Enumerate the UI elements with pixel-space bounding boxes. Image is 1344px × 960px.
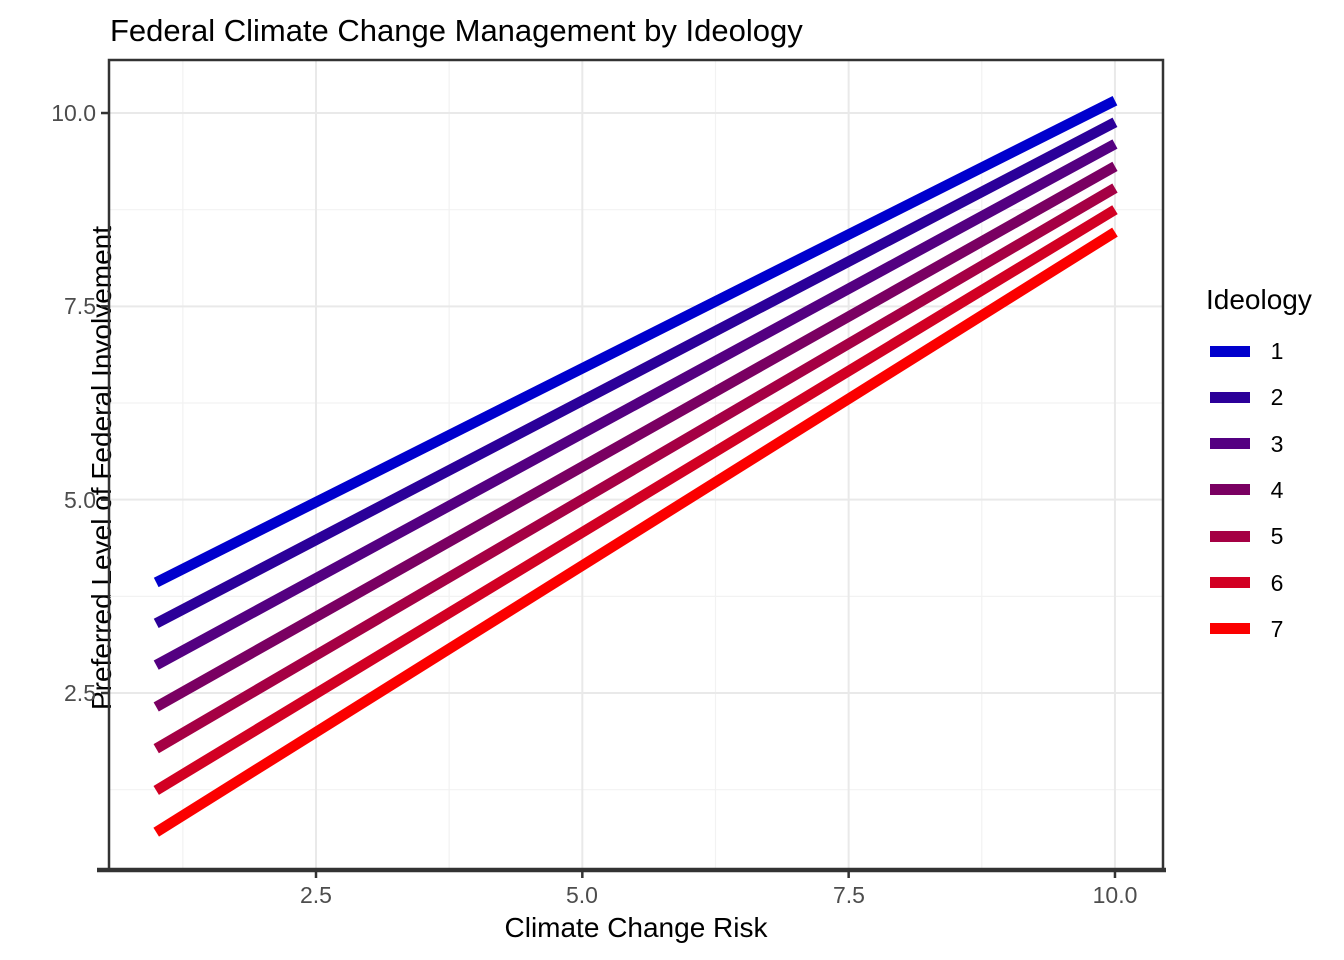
x-tick-label-2.5: 2.5 <box>300 882 332 908</box>
series-line-ideology-1 <box>153 95 1118 588</box>
legend-label-ideology-6: 6 <box>1270 570 1284 596</box>
y-tick-label-7.5: 7.5 <box>64 293 96 319</box>
y-tick-label-5.0: 5.0 <box>64 487 96 513</box>
legend-key-ideology-5 <box>1210 531 1250 542</box>
legend-key-ideology-3 <box>1210 438 1250 449</box>
legend-label-ideology-1: 1 <box>1270 338 1284 364</box>
x-tick-label-10.0: 10.0 <box>1092 882 1138 908</box>
legend-label-ideology-5: 5 <box>1270 523 1284 549</box>
legend-key-ideology-6 <box>1210 577 1250 588</box>
legend-title: Ideology <box>1206 284 1312 315</box>
x-axis-title: Climate Change Risk <box>504 912 768 943</box>
plot-title: Federal Climate Change Management by Ide… <box>110 13 803 48</box>
series-line-ideology-4 <box>153 161 1118 712</box>
legend-key-ideology-4 <box>1210 484 1250 495</box>
series-line-ideology-3 <box>153 139 1118 670</box>
legend-label-ideology-7: 7 <box>1270 616 1284 642</box>
series-line-ideology-2 <box>153 117 1118 629</box>
series-line-ideology-5 <box>153 183 1118 754</box>
x-tick-label-7.5: 7.5 <box>833 882 865 908</box>
legend-label-ideology-2: 2 <box>1270 384 1284 410</box>
legend-key-ideology-1 <box>1210 346 1250 357</box>
legend-label-ideology-3: 3 <box>1270 431 1284 457</box>
y-tick-label-10.0: 10.0 <box>51 100 96 126</box>
legend-key-ideology-7 <box>1210 623 1250 634</box>
series-line-ideology-7 <box>153 227 1118 837</box>
x-tick-label-5.0: 5.0 <box>566 882 598 908</box>
y-tick-label-2.5: 2.5 <box>64 680 96 706</box>
legend-key-ideology-2 <box>1210 392 1250 403</box>
legend-label-ideology-4: 4 <box>1270 477 1284 503</box>
series-line-ideology-6 <box>153 205 1118 795</box>
